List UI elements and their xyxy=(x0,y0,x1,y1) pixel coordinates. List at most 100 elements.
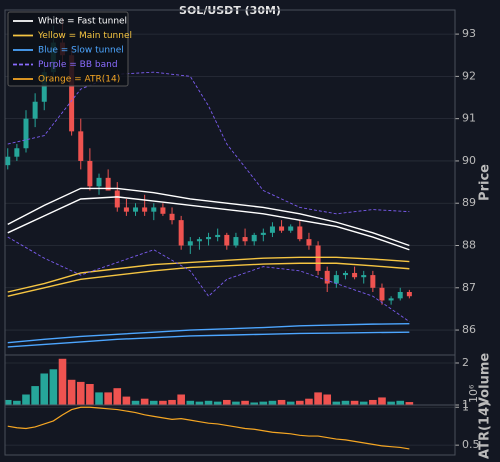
candle-body xyxy=(397,292,403,299)
volume-bar xyxy=(104,392,112,405)
volume-bar xyxy=(168,399,176,405)
volume-bar xyxy=(13,400,21,405)
candle-body xyxy=(169,213,175,221)
tunnel-line xyxy=(7,256,410,293)
volume-bar xyxy=(131,400,140,405)
candle-body xyxy=(269,226,275,233)
volume-bar xyxy=(67,379,76,405)
volume-bar xyxy=(332,401,341,405)
volume-bar xyxy=(387,401,395,405)
tunnel-line xyxy=(7,323,410,344)
volume-bar xyxy=(40,373,49,405)
volume-bar xyxy=(323,394,332,405)
volume-bar xyxy=(122,396,131,405)
y-tick-label: 91 xyxy=(462,112,476,125)
volume-bar xyxy=(314,392,322,405)
tunnel-line xyxy=(7,236,410,322)
candle-body xyxy=(105,177,111,191)
volume-bar xyxy=(405,402,414,405)
candle-body xyxy=(352,272,358,278)
volume-bar xyxy=(359,401,368,405)
volume-bar xyxy=(296,400,304,405)
y-tick-label: 2 xyxy=(462,356,469,369)
candle-body xyxy=(78,131,84,161)
candle-body xyxy=(14,148,20,157)
candle-body xyxy=(279,226,285,231)
candle-body xyxy=(114,190,120,208)
volume-bar xyxy=(186,400,195,405)
volume-bar xyxy=(268,400,277,405)
y-tick-label: 1 xyxy=(462,400,469,413)
volume-bar xyxy=(277,399,286,405)
legend-label: Blue = Slow tunnel xyxy=(38,46,124,56)
volume-bar xyxy=(49,369,58,405)
legend-label: Yellow = Main tunnel xyxy=(37,31,132,41)
volume-bar xyxy=(213,401,222,405)
volume-bar xyxy=(204,400,213,405)
volume-bar xyxy=(22,394,30,405)
candle-body xyxy=(233,237,239,246)
candle-body xyxy=(187,241,193,246)
candle-body xyxy=(388,298,394,301)
atr-line xyxy=(7,406,410,450)
candle-body xyxy=(324,270,330,284)
tunnel-line xyxy=(7,331,410,348)
candle-body xyxy=(215,234,221,238)
panel xyxy=(5,406,455,450)
volume-bar xyxy=(250,402,258,405)
y-tick-label: 93 xyxy=(462,27,476,40)
y-axis-label: ATR(14) xyxy=(478,401,493,459)
volume-bar xyxy=(140,398,149,405)
legend-label: Purple = BB band xyxy=(38,60,118,70)
candle-body xyxy=(41,72,47,102)
volume-bar xyxy=(223,399,231,405)
volume-bar xyxy=(350,400,359,405)
legend-box xyxy=(7,11,129,87)
y-tick-label: 92 xyxy=(462,69,476,82)
candle-body xyxy=(23,118,29,149)
candle-body xyxy=(333,275,339,284)
tunnel-line xyxy=(7,187,410,247)
candle-body xyxy=(370,275,376,288)
candle-body xyxy=(297,226,303,240)
candle-body xyxy=(196,239,202,242)
candle-body xyxy=(69,55,75,132)
y-tick-label: 0.5 xyxy=(462,438,480,451)
candle-body xyxy=(206,237,212,240)
candle-body xyxy=(5,156,11,166)
volume-bar xyxy=(58,358,67,405)
tunnel-line xyxy=(7,262,410,297)
volume-bar xyxy=(76,381,85,405)
panel xyxy=(5,358,455,405)
candle-body xyxy=(224,234,230,246)
candle-body xyxy=(142,207,148,212)
volume-bar xyxy=(195,401,204,405)
volume-bar xyxy=(286,401,295,405)
legend-label: White = Fast tunnel xyxy=(38,17,127,27)
volume-bar xyxy=(159,400,167,405)
volume-bar xyxy=(396,400,405,405)
volume-bar xyxy=(241,400,249,405)
volume-bar xyxy=(259,401,268,405)
tunnel-line xyxy=(7,71,410,215)
y-axis-label: Price xyxy=(478,164,493,201)
candle-body xyxy=(151,207,157,212)
legend: White = Fast tunnel Yellow = Main tunnel B… xyxy=(7,11,132,87)
candle-body xyxy=(260,232,266,235)
panel-frame xyxy=(4,404,456,456)
volume-bar xyxy=(341,400,350,405)
volume-bar xyxy=(378,397,386,405)
tunnel-line xyxy=(7,196,410,251)
candle-body xyxy=(306,239,312,246)
candle-body xyxy=(342,272,348,276)
y-axis-label: Volume xyxy=(478,353,493,408)
candle-body xyxy=(96,177,102,187)
candle-body xyxy=(288,226,294,231)
panel xyxy=(5,17,455,348)
y-tick-label: 86 xyxy=(462,323,476,336)
candle-body xyxy=(160,207,166,214)
volume-bar xyxy=(177,394,185,405)
candle-body xyxy=(123,207,129,212)
y-tick-label: 89 xyxy=(462,196,476,209)
